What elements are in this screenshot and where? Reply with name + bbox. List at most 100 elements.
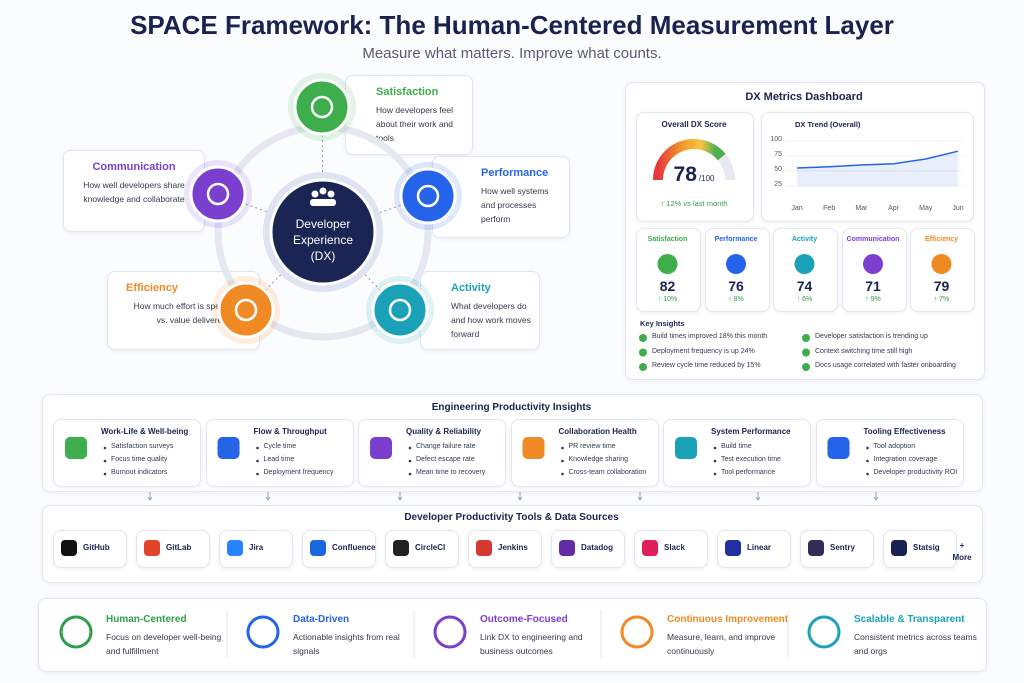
node-card: Satisfaction How developers feel about th… [345, 75, 473, 155]
card-item: Tool performance [721, 469, 776, 476]
card-item: Burnout indicators [111, 469, 168, 476]
y-tick-label: 100 [770, 136, 782, 143]
pillar-title: Continuous Improvement [667, 614, 789, 625]
x-tick-label: Mar [855, 205, 868, 212]
tool-name: CircleCI [415, 543, 446, 552]
x-tick-label: Jun [952, 205, 964, 212]
tool-name: Jira [249, 543, 264, 552]
card-item: Defect escape rate [416, 456, 475, 463]
node-icon [388, 298, 412, 322]
card-title: Quality & Reliability [406, 427, 482, 436]
card-item: Cycle time [263, 443, 297, 450]
card-title: Tooling Effectiveness [863, 427, 946, 436]
card-item: Lead time [263, 456, 295, 463]
metric-change: ↑ 9% [865, 296, 881, 303]
tool-name: Linear [747, 543, 772, 552]
tool-name: GitHub [83, 543, 110, 552]
node-desc: How much effort is spent vs. value deliv… [133, 301, 227, 325]
card-item: Integration coverage [873, 456, 938, 463]
center-label: Developer Experience (DX) [292, 217, 354, 263]
node-desc: What developers do and how work moves fo… [451, 301, 531, 339]
node-circle [293, 78, 351, 136]
node-title: Performance [481, 167, 549, 179]
node-desc: How developers feel about their work and… [376, 105, 454, 143]
node-circle [371, 281, 429, 339]
insight-text: Review cycle time reduced by 15% [652, 362, 761, 369]
metric-name: Performance [714, 236, 758, 243]
flow-arrow [637, 492, 643, 501]
card-item: Change failure rate [416, 443, 476, 450]
y-tick-label: 25 [774, 181, 782, 188]
metric-name: Communication [846, 236, 900, 243]
y-tick-label: 50 [774, 166, 782, 173]
flow-arrow [147, 492, 153, 501]
score-value-wrap: 78/100 [636, 163, 752, 187]
metric-change: ↑ 10% [657, 296, 678, 303]
node-title: Communication [92, 161, 176, 173]
x-tick-label: Jan [791, 205, 803, 212]
flow-arrow [517, 492, 523, 501]
y-tick-label: 75 [774, 151, 782, 158]
page-subtitle: Measure what matters. Improve what count… [362, 45, 662, 62]
pillar-desc: Link DX to engineering and business outc… [480, 632, 583, 656]
card-item: Knowledge sharing [568, 456, 629, 463]
pillar-title: Human-Centered [106, 614, 187, 625]
tools-more: + More [952, 541, 972, 562]
metric-value: 76 [728, 278, 744, 294]
x-tick-label: Feb [823, 205, 836, 212]
insight-text: Context switching time still high [815, 347, 913, 355]
score-max: /100 [698, 174, 715, 183]
flow-arrow [755, 492, 761, 501]
metric-card [910, 228, 975, 312]
score-title: Overall DX Score [661, 120, 727, 129]
node-icon [310, 95, 334, 119]
card-item: Build time [721, 443, 752, 450]
tools-title: Developer Productivity Tools & Data Sour… [404, 512, 619, 523]
card-item: Cross-team collaboration [568, 469, 647, 476]
metric-name: Satisfaction [647, 236, 688, 243]
connector [321, 106, 324, 233]
metric-change: ↑ 7% [933, 296, 950, 303]
card-item: Mean time to recovery [416, 469, 486, 476]
flow-arrow [397, 492, 403, 501]
tool-name: Statsig [913, 543, 940, 552]
score-value: 78 [673, 163, 697, 186]
card-item: Satisfaction surveys [111, 443, 174, 450]
productivity-title: Engineering Productivity Insights [431, 402, 592, 413]
flow-arrow [265, 492, 271, 501]
x-tick-label: Apr [888, 205, 900, 212]
metric-value: 82 [659, 278, 676, 294]
metric-change: ↑ 8% [728, 296, 744, 303]
node-icon [206, 182, 230, 206]
pillar-desc: Focus on developer well-being and fulfil… [106, 632, 222, 656]
card-title: Flow & Throughput [253, 427, 327, 436]
pillar-desc: Consistent metrics across teams and orgs [854, 632, 977, 656]
node-card: Communication How well developers share k… [63, 150, 205, 232]
metric-name: Efficiency [924, 236, 959, 243]
metric-change: ↑ 6% [796, 296, 813, 303]
insights-title: Key Insights [640, 319, 685, 328]
node-card: Performance How well systems and processe… [432, 156, 570, 238]
node-desc: How well developers share knowledge and … [83, 180, 185, 204]
pillar-desc: Measure, learn, and improve continuously [667, 632, 776, 656]
people-icon [311, 190, 319, 198]
tool-name: GitLab [166, 543, 192, 552]
tool-name: Datadog [581, 543, 613, 552]
metric-value: 79 [933, 278, 950, 294]
metric-value: 71 [865, 278, 881, 294]
people-icon [327, 190, 335, 198]
pillar-title: Data-Driven [293, 614, 350, 625]
tool-name: Confluence [332, 543, 376, 552]
pillar-desc: Actionable insights from real signals [293, 632, 400, 656]
x-tick-label: May [919, 205, 933, 212]
card-item: Deployment frequency [263, 469, 334, 476]
card-item: PR review time [568, 443, 616, 450]
dashboard-title: DX Metrics Dashboard [745, 91, 863, 103]
pillar-title: Outcome-Focused [480, 614, 568, 625]
node-card: Efficiency How much effort is spent vs. v… [107, 271, 260, 350]
card-item: Tool adoption [873, 443, 916, 450]
people-icon [310, 199, 336, 206]
insight-text: Deployment frequency is up 24% [652, 347, 755, 355]
tool-name: Slack [664, 543, 685, 552]
